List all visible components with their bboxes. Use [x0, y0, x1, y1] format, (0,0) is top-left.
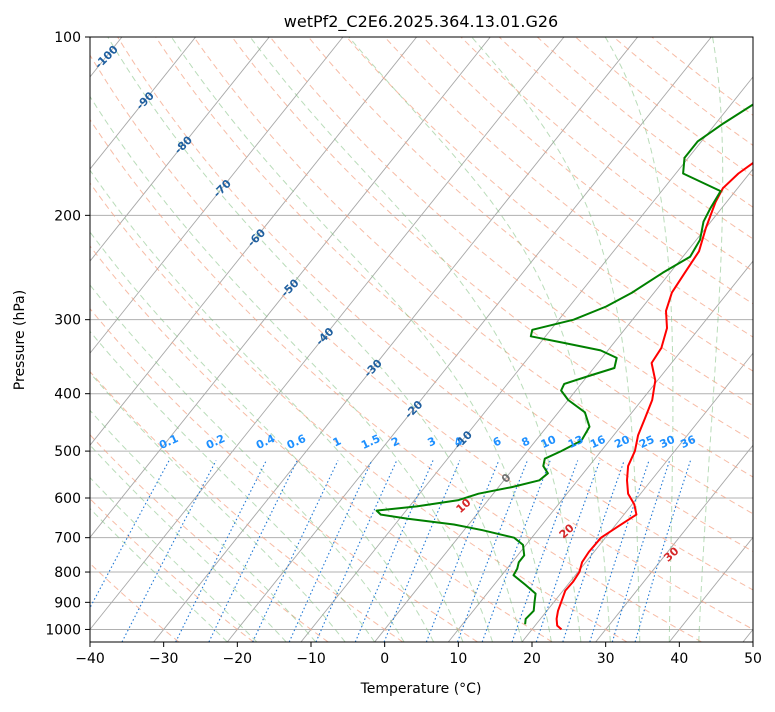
- y-tick-label: 400: [54, 387, 81, 403]
- y-axis-label: Pressure (hPa): [12, 290, 28, 390]
- x-tick-label: −30: [149, 651, 179, 667]
- x-tick-label: −10: [296, 651, 326, 667]
- y-tick-label: 800: [54, 565, 81, 581]
- x-tick-label: 0: [380, 651, 389, 667]
- x-tick-label: 50: [744, 651, 762, 667]
- x-axis-label: Temperature (°C): [360, 681, 482, 697]
- y-tick-label: 600: [54, 491, 81, 507]
- x-tick-label: 20: [523, 651, 541, 667]
- y-tick-label: 300: [54, 313, 81, 329]
- y-tick-label: 200: [54, 208, 81, 224]
- chart-title: wetPf2_C2E6.2025.364.13.01.G26: [284, 12, 558, 32]
- y-tick-label: 500: [54, 444, 81, 460]
- x-tick-label: 40: [670, 651, 688, 667]
- x-tick-label: 30: [597, 651, 615, 667]
- x-tick-label: −40: [75, 651, 105, 667]
- y-tick-label: 100: [54, 30, 81, 46]
- x-tick-label: 10: [449, 651, 467, 667]
- y-tick-label: 900: [54, 595, 81, 611]
- y-tick-label: 1000: [45, 622, 81, 638]
- y-tick-label: 700: [54, 531, 81, 547]
- x-tick-label: −20: [223, 651, 253, 667]
